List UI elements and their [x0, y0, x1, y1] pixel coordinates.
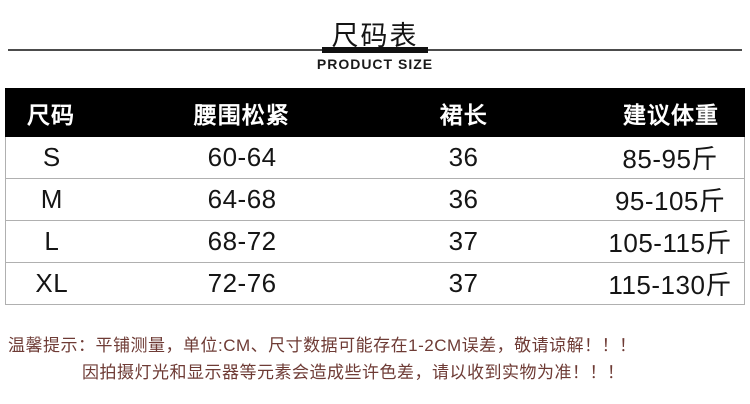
- cell-size: XL: [35, 268, 69, 298]
- note-measurement-disclaimer: 温馨提示：平铺测量，单位:CM、尺寸数据可能存在1-2CM误差，敬请谅解！！！: [8, 336, 637, 355]
- header-skirt-length: 裙长: [439, 101, 488, 128]
- size-table-header-row: 尺码 腰围松紧 裙长 建议体重: [5, 88, 745, 137]
- header-size: 尺码: [27, 101, 75, 128]
- cell-suggested-weight: 115-130斤: [608, 270, 732, 300]
- cell-waist: 64-68: [207, 184, 277, 214]
- cell-size: S: [42, 142, 61, 172]
- table-row-xl: XL 72-76 37 115-130斤: [6, 263, 744, 305]
- cell-size: L: [44, 226, 60, 256]
- cell-waist: 60-64: [207, 142, 277, 172]
- cell-skirt-length: 37: [448, 226, 479, 256]
- page-subtitle: PRODUCT SIZE: [316, 56, 434, 72]
- size-table: 尺码 腰围松紧 裙长 建议体重 S 60-64 36 85-95斤 M 64-6…: [5, 88, 745, 305]
- title-divider-accent: [322, 47, 428, 53]
- cell-suggested-weight: 95-105斤: [614, 186, 726, 216]
- cell-size: M: [40, 184, 63, 214]
- cell-suggested-weight: 105-115斤: [608, 228, 732, 258]
- cell-waist: 72-76: [207, 268, 277, 298]
- cell-skirt-length: 37: [448, 268, 479, 298]
- footer-notes: 温馨提示：平铺测量，单位:CM、尺寸数据可能存在1-2CM误差，敬请谅解！！！ …: [8, 332, 746, 386]
- note-color-disclaimer: 因拍摄灯光和显示器等元素会造成些许色差，请以收到实物为准！！！: [82, 363, 625, 382]
- header-suggested-weight: 建议体重: [622, 101, 719, 128]
- cell-skirt-length: 36: [448, 184, 479, 214]
- table-row-m: M 64-68 36 95-105斤: [6, 179, 744, 221]
- table-row-l: L 68-72 37 105-115斤: [6, 221, 744, 263]
- cell-suggested-weight: 85-95斤: [622, 144, 718, 174]
- size-table-body: S 60-64 36 85-95斤 M 64-68 36 95-105斤 L 6…: [5, 137, 745, 305]
- cell-skirt-length: 36: [448, 142, 479, 172]
- table-row-s: S 60-64 36 85-95斤: [6, 137, 744, 179]
- cell-waist: 68-72: [207, 226, 277, 256]
- page-title: 尺码表: [331, 21, 419, 51]
- header-waist: 腰围松紧: [193, 101, 290, 128]
